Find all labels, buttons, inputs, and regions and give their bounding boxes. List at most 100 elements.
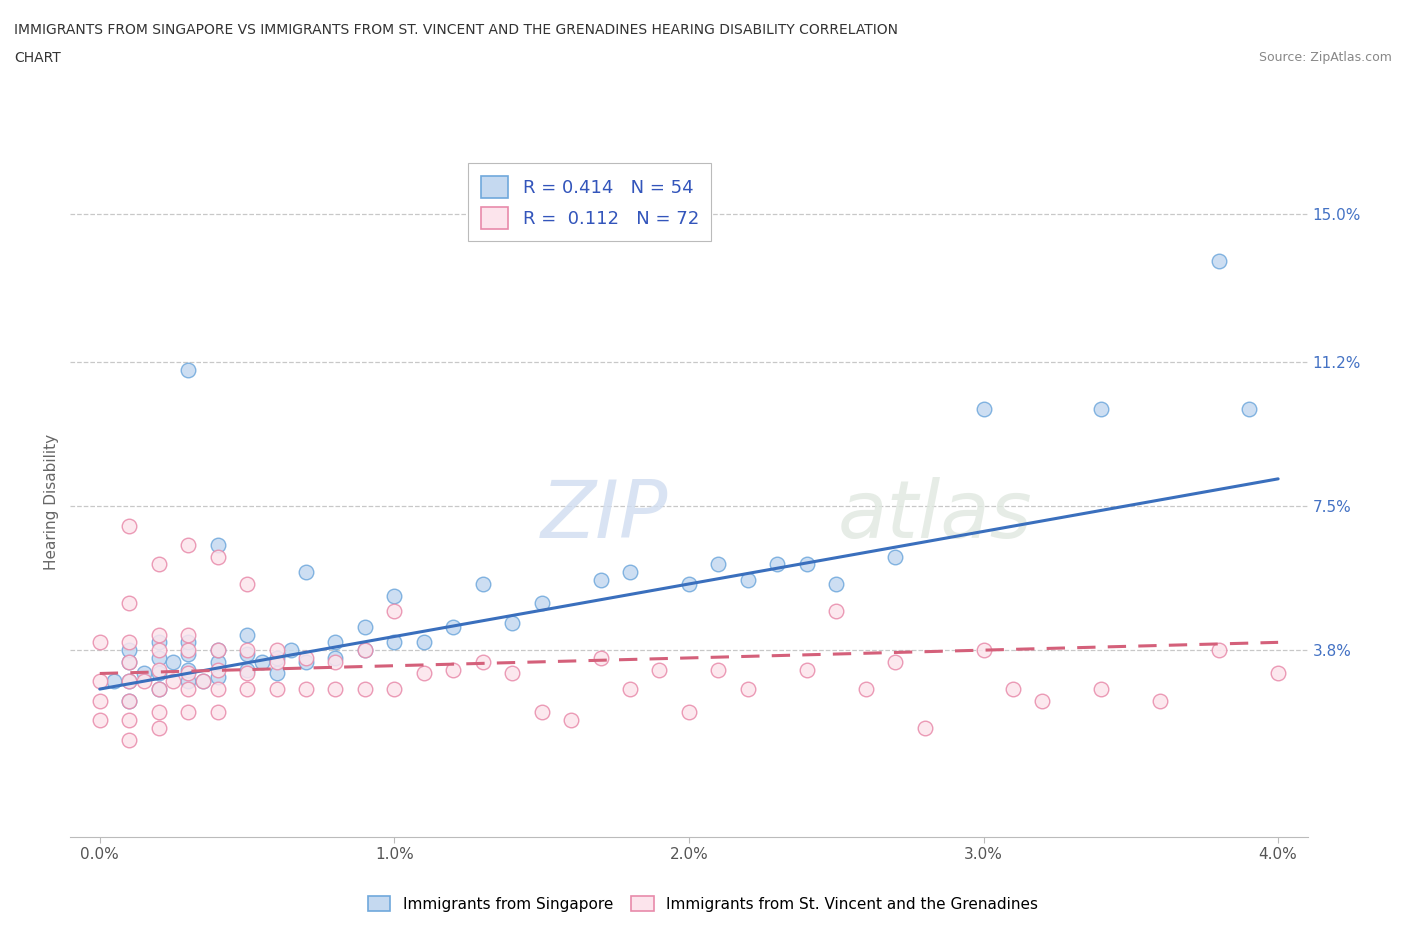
Point [678, 705, 700, 720]
Point [118, 635, 141, 650]
Point [325, 682, 347, 697]
Point [177, 643, 200, 658]
Point [1031, 693, 1053, 708]
Point [1267, 666, 1289, 681]
Point [191, 674, 214, 689]
Point [118, 693, 141, 708]
Point [295, 655, 318, 670]
Point [1208, 643, 1230, 658]
Point [766, 557, 789, 572]
Point [441, 619, 464, 634]
Point [177, 666, 200, 681]
Point [1208, 253, 1230, 268]
Point [471, 655, 494, 670]
Point [266, 643, 288, 658]
Point [884, 655, 907, 670]
Point [354, 682, 377, 697]
Point [148, 643, 170, 658]
Point [118, 732, 141, 747]
Point [207, 705, 229, 720]
Legend: Immigrants from Singapore, Immigrants from St. Vincent and the Grenadines: Immigrants from Singapore, Immigrants fr… [361, 889, 1045, 918]
Point [148, 662, 170, 677]
Point [382, 635, 405, 650]
Point [678, 577, 700, 591]
Point [825, 577, 848, 591]
Point [191, 674, 214, 689]
Text: ZIP: ZIP [540, 476, 668, 554]
Point [118, 693, 141, 708]
Point [118, 674, 141, 689]
Point [89, 693, 111, 708]
Point [118, 518, 141, 533]
Point [207, 682, 229, 697]
Point [648, 662, 671, 677]
Point [118, 643, 141, 658]
Point [148, 705, 170, 720]
Point [501, 616, 523, 631]
Point [354, 643, 377, 658]
Point [89, 674, 111, 689]
Point [207, 643, 229, 658]
Point [177, 662, 200, 677]
Point [177, 635, 200, 650]
Point [884, 550, 907, 565]
Point [207, 643, 229, 658]
Point [236, 577, 259, 591]
Point [162, 655, 184, 670]
Point [295, 682, 318, 697]
Point [501, 666, 523, 681]
Point [1090, 682, 1112, 697]
Point [148, 557, 170, 572]
Point [973, 402, 995, 417]
Point [796, 662, 818, 677]
Point [148, 627, 170, 642]
Point [103, 674, 125, 689]
Point [382, 588, 405, 603]
Text: CHART: CHART [14, 51, 60, 65]
Point [177, 363, 200, 378]
Point [825, 604, 848, 618]
Point [89, 712, 111, 727]
Point [619, 682, 641, 697]
Point [382, 682, 405, 697]
Point [295, 650, 318, 665]
Point [441, 662, 464, 677]
Point [471, 577, 494, 591]
Point [177, 646, 200, 661]
Point [89, 635, 111, 650]
Y-axis label: Hearing Disability: Hearing Disability [44, 434, 59, 570]
Point [148, 635, 170, 650]
Point [207, 670, 229, 684]
Point [796, 557, 818, 572]
Point [560, 712, 582, 727]
Point [325, 650, 347, 665]
Point [325, 655, 347, 670]
Point [207, 550, 229, 565]
Point [266, 666, 288, 681]
Point [1001, 682, 1024, 697]
Point [148, 721, 170, 736]
Point [207, 655, 229, 670]
Point [354, 643, 377, 658]
Text: Source: ZipAtlas.com: Source: ZipAtlas.com [1258, 51, 1392, 64]
Point [236, 627, 259, 642]
Point [118, 674, 141, 689]
Point [914, 721, 936, 736]
Point [148, 682, 170, 697]
Point [177, 682, 200, 697]
Point [118, 655, 141, 670]
Point [148, 666, 170, 681]
Point [530, 596, 553, 611]
Point [589, 650, 612, 665]
Point [973, 643, 995, 658]
Point [707, 557, 730, 572]
Text: atlas: atlas [838, 476, 1032, 554]
Point [266, 655, 288, 670]
Point [707, 662, 730, 677]
Point [382, 604, 405, 618]
Point [1149, 693, 1171, 708]
Point [295, 565, 318, 579]
Point [148, 682, 170, 697]
Text: IMMIGRANTS FROM SINGAPORE VS IMMIGRANTS FROM ST. VINCENT AND THE GRENADINES HEAR: IMMIGRANTS FROM SINGAPORE VS IMMIGRANTS … [14, 23, 898, 37]
Point [148, 650, 170, 665]
